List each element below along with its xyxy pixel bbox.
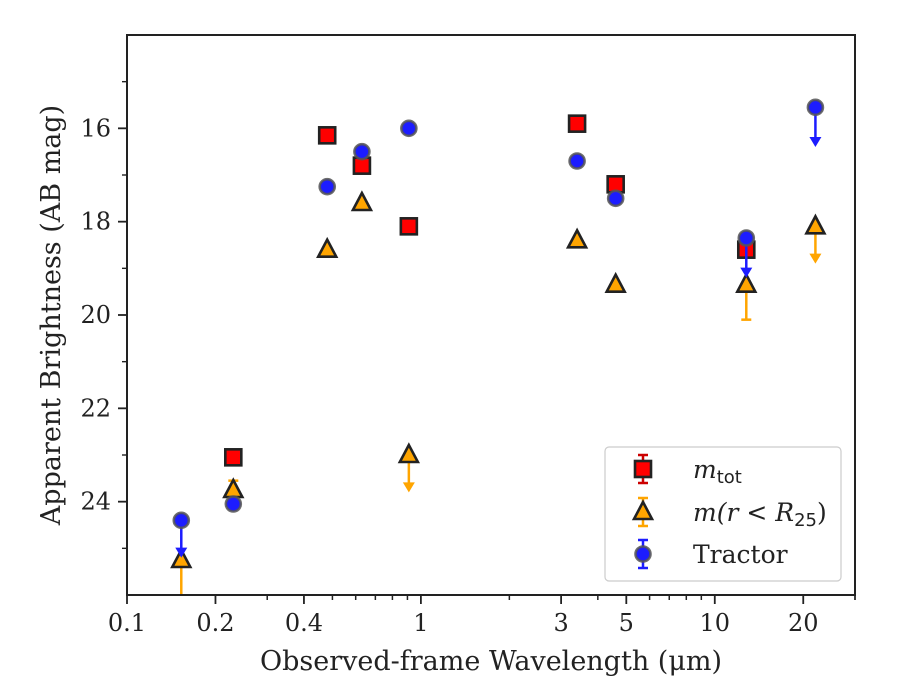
legend-box xyxy=(604,446,842,582)
circle-point xyxy=(737,229,756,247)
circle-point xyxy=(400,119,418,138)
legend-label-tractor: Tractor xyxy=(693,540,788,569)
square-point xyxy=(224,448,243,467)
triangle-point xyxy=(804,213,827,235)
x-tick-label: 0.4 xyxy=(285,609,323,637)
legend-item-triangle xyxy=(631,496,655,528)
limit-arrow-head xyxy=(809,137,822,147)
y-axis: 16 18 20 22 24 xyxy=(80,80,127,550)
y-tick-label: 18 xyxy=(80,208,111,236)
limit-arrow-head xyxy=(740,267,753,278)
x-tick-label: 0.2 xyxy=(196,609,234,637)
triangle-point xyxy=(316,236,339,258)
limit-arrow-head xyxy=(809,253,822,264)
circle-point xyxy=(606,189,625,208)
triangle-point xyxy=(350,190,374,212)
legend-item-square xyxy=(633,453,653,485)
legend-item-circle xyxy=(634,538,652,570)
x-tick-label: 0.1 xyxy=(108,609,146,637)
x-axis: 0.1 0.2 0.4 1 3 5 10 20 xyxy=(108,595,856,637)
data-marks xyxy=(170,98,827,595)
x-tick-label: 10 xyxy=(700,609,731,637)
x-tick-label: 3 xyxy=(553,609,568,637)
series-triangle xyxy=(170,190,827,595)
circle-point xyxy=(568,152,586,170)
triangle-point xyxy=(604,271,627,293)
legend-marker xyxy=(633,459,653,479)
square-point xyxy=(317,126,337,145)
series-circle xyxy=(172,98,825,558)
legend-marker xyxy=(631,499,655,521)
series-square xyxy=(224,114,756,467)
triangle-point xyxy=(170,547,193,569)
y-tick-label: 16 xyxy=(80,114,111,142)
y-tick-label: 22 xyxy=(80,394,111,422)
circle-point xyxy=(318,177,337,196)
x-tick-label: 1 xyxy=(413,609,428,637)
square-point xyxy=(567,114,587,133)
triangle-point xyxy=(565,227,589,249)
circle-point xyxy=(806,98,825,117)
legend-marker xyxy=(634,545,652,563)
square-point xyxy=(399,217,419,236)
y-axis-label: Apparent Brightness (AB mag) xyxy=(36,105,67,526)
y-tick-label: 20 xyxy=(80,301,111,329)
circle-point xyxy=(353,142,371,161)
limit-arrow-head xyxy=(402,482,415,493)
limit-arrow-head xyxy=(175,547,188,558)
x-axis-label: Observed-frame Wavelength (μm) xyxy=(260,646,722,677)
triangle-point xyxy=(222,477,245,499)
x-tick-label: 5 xyxy=(619,609,634,637)
circle-point xyxy=(224,495,243,513)
circle-point xyxy=(172,511,191,530)
y-tick-label: 24 xyxy=(80,488,111,516)
x-tick-label: 20 xyxy=(788,609,819,637)
triangle-point xyxy=(735,271,758,293)
triangle-point xyxy=(397,442,421,464)
